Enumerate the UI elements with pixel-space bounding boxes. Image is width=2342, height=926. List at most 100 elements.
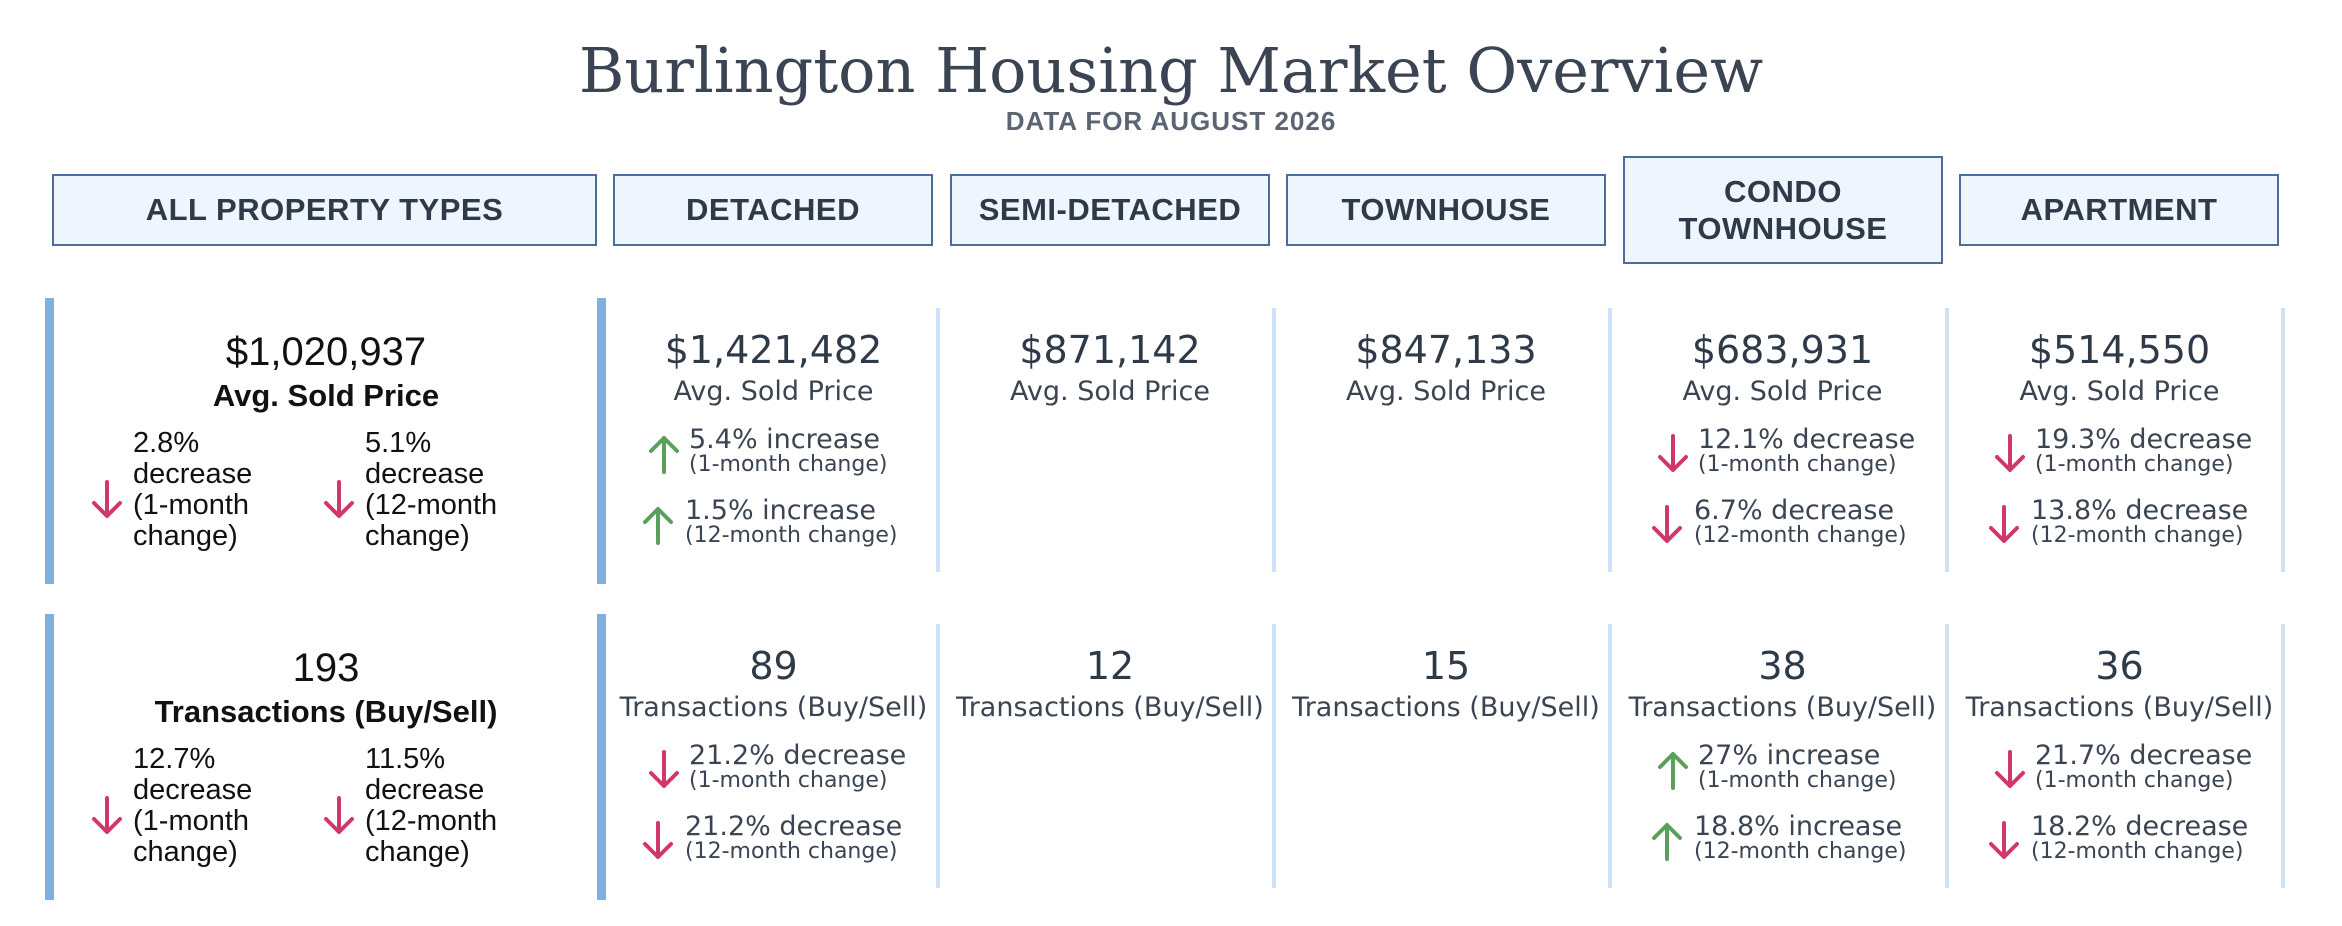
type-price-label: Avg. Sold Price [1346, 376, 1546, 407]
change-period: (12-month change) [685, 839, 898, 864]
column-header-line: CONDO [1724, 173, 1842, 209]
change-text-line: decrease [365, 458, 485, 490]
change-text: 12.7% decrease (1-month change) [133, 744, 252, 868]
section-bar [45, 614, 54, 900]
arrow-down-icon [1989, 821, 2019, 859]
arrow-down-icon [1995, 750, 2025, 788]
column-divider [1945, 624, 1949, 888]
change-period: (12-month change) [685, 523, 898, 548]
change-indicator: 19.3% decrease (1-month change) [1993, 424, 2273, 484]
arrow-down-icon [92, 796, 122, 834]
column-header-line: ALL PROPERTY TYPES [145, 192, 504, 228]
change-text-line: 2.8% [133, 427, 200, 459]
column-divider [1272, 624, 1276, 888]
column-header-line: APARTMENT [2020, 192, 2218, 228]
arrow-down-icon [1658, 434, 1688, 472]
column-divider [1608, 308, 1612, 572]
type-transactions-value: 15 [1421, 644, 1471, 688]
section-bar [45, 298, 54, 584]
column-divider [2281, 308, 2285, 572]
change-text-line: (12-month [365, 805, 498, 837]
type-price-label: Avg. Sold Price [673, 376, 874, 407]
type-price-value: $871,142 [1019, 328, 1201, 372]
arrow-down-icon [1989, 505, 2019, 543]
page-title: Burlington Housing Market Overview [578, 34, 1764, 107]
arrow-down-icon [1652, 505, 1682, 543]
column-divider [1608, 624, 1612, 888]
change-text-line: change) [133, 520, 238, 552]
column-divider [1945, 308, 1949, 572]
change-value: 18.2% decrease [2031, 811, 2249, 842]
column-header-line: TOWNHOUSE [1678, 211, 1888, 246]
change-indicator: 27% increase (1-month change) [1656, 740, 1936, 800]
all-types-price-value: $1,020,937 [225, 330, 427, 374]
change-value: 27% increase [1698, 740, 1881, 771]
change-period: (12-month change) [1694, 839, 1907, 864]
change-value: 21.7% decrease [2035, 740, 2253, 771]
type-price-label: Avg. Sold Price [2019, 376, 2220, 407]
change-value: 21.2% decrease [685, 811, 903, 842]
type-transactions-label: Transactions (Buy/Sell) [956, 692, 1264, 723]
page-subtitle: DATA FOR AUGUST 2026 [1005, 106, 1337, 136]
arrow-up-icon [1658, 752, 1688, 790]
column-header: APARTMENT [1959, 174, 2279, 246]
column-header-line: SEMI-DETACHED [978, 192, 1242, 228]
change-indicator: 5.1% decrease (12-month change) [317, 428, 517, 558]
change-text-line: 12.7% [133, 743, 216, 775]
type-transactions-label: Transactions (Buy/Sell) [1628, 692, 1937, 723]
change-indicator: 2.8% decrease (1-month change) [85, 428, 285, 558]
all-types-transactions-label: Transactions (Buy/Sell) [154, 694, 498, 729]
type-transactions-value: 89 [749, 644, 798, 688]
type-price-label: Avg. Sold Price [1682, 376, 1883, 407]
column-header-line: DETACHED [686, 192, 860, 228]
change-text: 5.1% decrease (12-month change) [365, 428, 497, 552]
change-text-line: 5.1% [365, 427, 432, 459]
change-value: 19.3% decrease [2035, 424, 2253, 455]
change-text-line: change) [365, 520, 470, 552]
arrow-up-icon [1652, 823, 1682, 861]
change-period: (1-month change) [2035, 768, 2234, 793]
change-text: 2.8% decrease (1-month change) [133, 428, 252, 552]
change-text-line: decrease [365, 774, 485, 806]
column-header: TOWNHOUSE [1286, 174, 1606, 246]
column-divider [1272, 308, 1276, 572]
section-bar [597, 614, 606, 900]
change-value: 18.8% increase [1694, 811, 1903, 842]
arrow-down-icon [1995, 434, 2025, 472]
change-value: 6.7% decrease [1694, 495, 1895, 526]
change-value: 12.1% decrease [1698, 424, 1916, 455]
type-transactions-label: Transactions (Buy/Sell) [1292, 692, 1600, 723]
all-types-price-label: Avg. Sold Price [212, 378, 440, 413]
change-period: (12-month change) [2031, 839, 2244, 864]
change-text-line: change) [365, 836, 470, 868]
change-value: 5.4% increase [689, 424, 880, 455]
change-indicator: 12.1% decrease (1-month change) [1656, 424, 1936, 484]
arrow-down-icon [649, 750, 679, 788]
arrow-down-icon [324, 796, 354, 834]
type-transactions-label: Transactions (Buy/Sell) [1965, 692, 2274, 723]
change-indicator: 5.4% increase (1-month change) [647, 424, 927, 484]
change-period: (12-month change) [2031, 523, 2244, 548]
column-header: ALL PROPERTY TYPES [52, 174, 597, 246]
column-divider [936, 624, 940, 888]
change-text-line: (1-month [133, 805, 250, 837]
change-indicator: 1.5% increase (12-month change) [641, 495, 921, 555]
change-text: 11.5% decrease (12-month change) [365, 744, 497, 868]
change-indicator: 21.2% decrease (1-month change) [647, 740, 927, 800]
change-period: (1-month change) [2035, 452, 2234, 477]
arrow-down-icon [324, 480, 354, 518]
arrow-down-icon [92, 480, 122, 518]
change-period: (1-month change) [689, 768, 888, 793]
change-indicator: 13.8% decrease (12-month change) [1987, 495, 2267, 555]
change-text-line: (1-month [133, 489, 250, 521]
change-indicator: 11.5% decrease (12-month change) [317, 744, 517, 874]
change-text-line: decrease [133, 458, 253, 490]
change-value: 13.8% decrease [2031, 495, 2249, 526]
change-text-line: decrease [133, 774, 253, 806]
arrow-down-icon [643, 821, 673, 859]
change-indicator: 21.2% decrease (12-month change) [641, 811, 921, 871]
type-transactions-value: 36 [2095, 644, 2144, 688]
change-indicator: 21.7% decrease (1-month change) [1993, 740, 2273, 800]
change-period: (1-month change) [689, 452, 888, 477]
change-indicator: 18.2% decrease (12-month change) [1987, 811, 2267, 871]
